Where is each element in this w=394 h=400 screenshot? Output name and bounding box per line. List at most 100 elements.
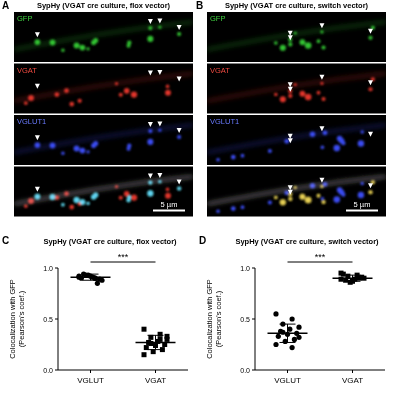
y-tick-label: 1.0 (43, 265, 53, 272)
punctum (148, 26, 152, 30)
channel-label: VGLUT1 (210, 117, 239, 126)
arrowhead (157, 19, 162, 24)
punctum (320, 82, 323, 85)
neurite (207, 74, 386, 102)
neurite (207, 22, 386, 50)
channel (207, 177, 386, 214)
image-row: VGLUT1 (207, 115, 386, 165)
punctum (50, 143, 56, 149)
punctum (35, 39, 41, 45)
punctum (50, 40, 56, 46)
punctum (74, 197, 80, 203)
punctum (274, 93, 278, 97)
punctum (284, 190, 289, 195)
punctum (54, 92, 59, 97)
punctum (216, 209, 220, 213)
figure: ASypHy (VGAT cre culture, flox vector)GF… (0, 0, 394, 400)
punctum (177, 135, 181, 139)
punctum (305, 197, 312, 204)
punctum (78, 99, 82, 103)
error-bar (345, 275, 361, 281)
punctum (216, 158, 220, 162)
channel (14, 22, 193, 52)
punctum (358, 192, 364, 198)
punctum (268, 149, 272, 153)
punctum (158, 180, 161, 183)
punctum (341, 141, 345, 145)
point (165, 334, 170, 339)
x-tick-label: VGLUT (274, 376, 301, 385)
point (142, 352, 147, 357)
punctum (148, 129, 152, 133)
punctum (147, 36, 153, 42)
y-tick-label: 0.0 (240, 367, 250, 374)
arrowhead (177, 180, 182, 185)
y-axis-label-line: (Pearson's coef.) (17, 290, 26, 347)
point (348, 280, 353, 285)
arrowhead (157, 122, 162, 127)
chart: DSypHy (VGAT cre culture, switch vector)… (199, 235, 385, 385)
panel-title: SypHy (VGAT cre culture, flox vector) (37, 1, 171, 10)
punctum (79, 199, 85, 205)
punctum (131, 91, 137, 97)
significance-label: *** (315, 252, 326, 262)
punctum (337, 187, 343, 193)
image-row: GFP (14, 12, 193, 62)
image-row: 5 µm (14, 167, 193, 217)
point (158, 337, 163, 342)
y-axis-label-line: (Pearson's coef.) (214, 290, 223, 347)
punctum (368, 87, 372, 91)
channel-label: GFP (210, 14, 225, 23)
punctum (158, 26, 161, 29)
neurite (207, 125, 386, 153)
arrowhead (157, 70, 162, 75)
punctum (274, 196, 278, 200)
punctum (79, 45, 85, 51)
punctum (317, 91, 321, 95)
punctum (310, 132, 316, 138)
punctum (148, 181, 152, 185)
punctum (124, 88, 130, 94)
punctum (274, 196, 278, 200)
panel-label: B (196, 0, 203, 11)
punctum (321, 197, 325, 201)
punctum (24, 101, 28, 105)
punctum (119, 93, 123, 97)
punctum (147, 190, 153, 196)
arrowhead (35, 135, 40, 140)
image-row: VGAT (207, 64, 386, 114)
punctum (231, 206, 236, 211)
punctum (321, 45, 325, 49)
punctum (61, 152, 64, 155)
punctum (177, 187, 181, 191)
punctum (231, 155, 236, 160)
image-background (14, 12, 193, 62)
image-background (14, 115, 193, 165)
arrowhead (368, 29, 373, 34)
punctum (158, 129, 161, 132)
arrowhead (319, 126, 324, 131)
y-axis-label-line: Colocalization with GFP (205, 279, 214, 359)
punctum (50, 194, 56, 200)
arrowhead (148, 174, 153, 179)
channel (207, 22, 386, 51)
punctum (148, 181, 152, 185)
punctum (61, 203, 64, 206)
punctum (317, 194, 321, 198)
punctum (74, 197, 80, 203)
channel-label: VGAT (17, 66, 37, 75)
chart-title: SypHy (VGAT cre culture, switch vector) (235, 237, 379, 246)
arrowhead (288, 185, 293, 190)
punctum (69, 102, 74, 107)
point (273, 311, 278, 316)
punctum (305, 197, 312, 204)
punctum (91, 40, 96, 45)
punctum (165, 90, 171, 96)
plot-area (268, 271, 373, 351)
arrowhead (177, 128, 182, 133)
image-background (14, 64, 193, 114)
punctum (166, 188, 170, 192)
punctum (288, 197, 292, 201)
point (276, 334, 281, 339)
arrowhead (368, 132, 373, 137)
